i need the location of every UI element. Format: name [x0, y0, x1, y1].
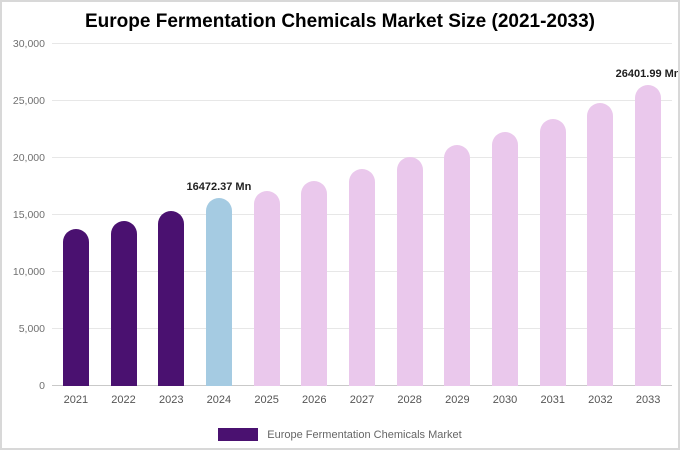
legend-label: Europe Fermentation Chemicals Market — [267, 428, 462, 441]
plot-area: 16472.37 Mn 26401.99 Mn 0 5,000 10,000 15,00… — [13, 38, 678, 392]
bar-2026[interactable] — [301, 180, 328, 386]
legend-swatch — [218, 428, 259, 441]
x-axis-labels: 2021 2022 2023 2024 2025 2026 2027 2028 2029 2030… — [52, 394, 672, 406]
bar-column-2026 — [290, 44, 338, 386]
y-axis-tick-label: 25,000 — [12, 95, 45, 107]
bar-2024[interactable] — [205, 198, 232, 386]
bar-2023[interactable] — [158, 211, 185, 386]
x-axis-tick-label: 2021 — [63, 394, 89, 406]
bar-2021[interactable] — [62, 228, 89, 386]
data-label-2024: 16472.37 Mn — [186, 181, 252, 194]
bar-2027[interactable] — [348, 169, 375, 386]
x-axis-tick-label: 2029 — [445, 394, 470, 406]
chart-title: Europe Fermentation Chemicals Market Siz… — [84, 11, 596, 32]
y-axis-tick-label: 15,000 — [12, 209, 45, 221]
gridline — [52, 43, 672, 44]
x-axis-tick-label: 2033 — [635, 394, 661, 406]
chart-legend: Europe Fermentation Chemicals Market — [2, 428, 678, 441]
x-axis-tick-label: 2023 — [158, 394, 184, 406]
bar-2033[interactable] — [635, 85, 662, 386]
data-label-2033: 26401.99 Mn — [615, 68, 680, 81]
bar-column-2031 — [529, 44, 577, 386]
bar-column-2023 — [147, 44, 195, 386]
gridline — [52, 157, 672, 158]
x-axis-tick-label: 2025 — [254, 394, 279, 406]
bar-column-2021 — [52, 44, 100, 386]
x-axis-tick-label: 2022 — [111, 394, 136, 406]
bar-2028[interactable] — [396, 157, 423, 386]
bar-column-2022 — [100, 44, 148, 386]
bar-column-2025 — [243, 44, 291, 386]
bar-column-2028 — [386, 44, 434, 386]
bar-2025[interactable] — [253, 191, 280, 386]
bar-column-2027 — [338, 44, 386, 386]
bar-column-2024: 16472.37 Mn — [186, 44, 251, 386]
gridline — [52, 100, 672, 101]
y-axis-tick-label: 0 — [39, 380, 45, 392]
y-axis-tick-label: 20,000 — [12, 152, 45, 164]
bars-row: 16472.37 Mn 26401.99 Mn — [52, 44, 678, 386]
x-axis-tick-label: 2028 — [397, 394, 422, 406]
y-axis-tick-label: 30,000 — [12, 38, 45, 50]
x-axis-tick-label: 2027 — [349, 394, 375, 406]
x-axis-tick-label: 2032 — [588, 394, 613, 406]
bar-column-2032 — [577, 44, 625, 386]
x-axis-tick-label: 2031 — [540, 394, 565, 406]
bar-2031[interactable] — [539, 119, 566, 386]
x-axis-tick-label: 2030 — [492, 394, 518, 406]
bar-column-2030 — [481, 44, 529, 386]
bar-2029[interactable] — [444, 145, 471, 386]
y-axis-tick-label: 10,000 — [12, 266, 45, 278]
x-axis-tick-label: 2024 — [206, 394, 232, 406]
y-axis-tick-label: 5,000 — [18, 323, 45, 335]
x-axis-tick-label: 2026 — [302, 394, 327, 406]
bar-2032[interactable] — [587, 103, 614, 386]
bar-column-2033: 26401.99 Mn — [616, 44, 678, 386]
bar-2030[interactable] — [492, 132, 519, 386]
bar-column-2029 — [434, 44, 482, 386]
bar-2022[interactable] — [110, 220, 137, 386]
